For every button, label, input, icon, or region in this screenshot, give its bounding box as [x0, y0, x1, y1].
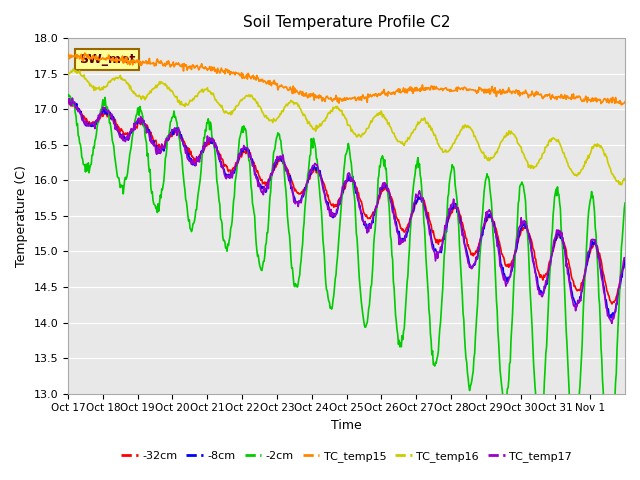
X-axis label: Time: Time: [331, 419, 362, 432]
Text: SW_met: SW_met: [79, 53, 136, 66]
Title: Soil Temperature Profile C2: Soil Temperature Profile C2: [243, 15, 451, 30]
Legend: -32cm, -8cm, -2cm, TC_temp15, TC_temp16, TC_temp17: -32cm, -8cm, -2cm, TC_temp15, TC_temp16,…: [117, 446, 576, 466]
Y-axis label: Temperature (C): Temperature (C): [15, 165, 28, 267]
